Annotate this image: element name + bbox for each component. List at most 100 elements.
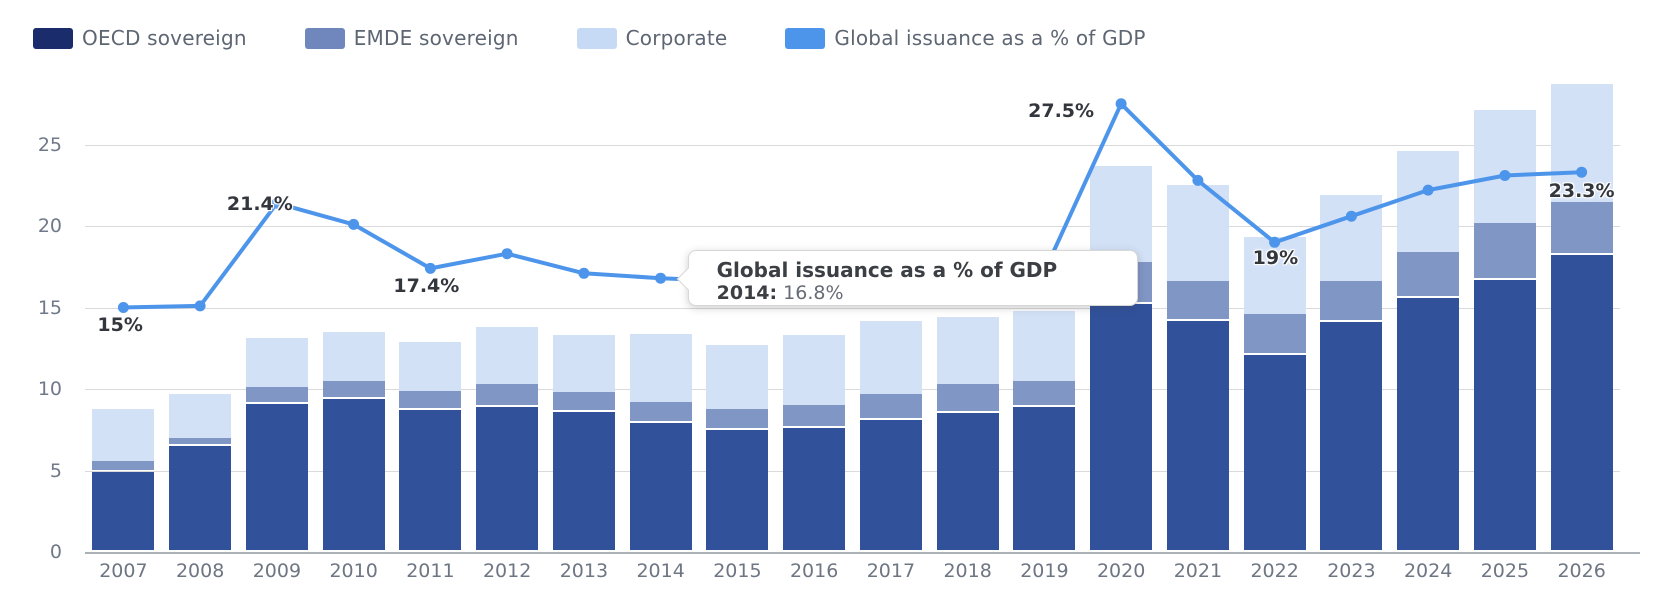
bar-2009-corporate[interactable] xyxy=(245,338,308,388)
gridline-y-15 xyxy=(85,307,1620,309)
bar-2017-oecd-sovereign[interactable] xyxy=(859,419,922,550)
line-point-2020[interactable] xyxy=(1115,98,1127,110)
x-axis-tick-2007: 2007 xyxy=(99,560,148,582)
bar-2026-oecd-sovereign[interactable] xyxy=(1550,255,1613,550)
legend-item-global-issuance-line[interactable]: Global issuance as a % of GDP xyxy=(785,26,1145,50)
legend-item-emde-sovereign[interactable]: EMDE sovereign xyxy=(304,26,519,50)
y-axis-tick-15: 15 xyxy=(37,296,62,319)
x-axis-tick-2017: 2017 xyxy=(866,560,916,582)
bar-2017-corporate[interactable] xyxy=(859,320,922,394)
bar-2007-corporate[interactable] xyxy=(92,408,155,461)
bar-2016-oecd-sovereign[interactable] xyxy=(783,428,846,550)
bar-2021-oecd-sovereign[interactable] xyxy=(1166,320,1229,550)
bar-2019-emde-sovereign[interactable] xyxy=(1013,380,1076,405)
bar-2014-oecd-sovereign[interactable] xyxy=(629,423,692,550)
legend-item-oecd-sovereign[interactable]: OECD sovereign xyxy=(33,26,247,50)
bar-2008-corporate[interactable] xyxy=(169,393,232,438)
bar-2015-oecd-sovereign[interactable] xyxy=(706,429,769,550)
bar-2022-corporate[interactable] xyxy=(1243,237,1306,315)
bar-2011-oecd-sovereign[interactable] xyxy=(399,410,462,550)
point-label-2022: 19% xyxy=(1252,247,1299,270)
bar-2020-corporate[interactable] xyxy=(1090,165,1153,262)
point-label-2007: 15% xyxy=(97,313,143,336)
bar-2007-emde-sovereign[interactable] xyxy=(92,460,155,471)
bar-2026-corporate[interactable] xyxy=(1550,84,1613,202)
bar-2009-oecd-sovereign[interactable] xyxy=(245,403,308,550)
gridline-y-25 xyxy=(85,144,1620,146)
bar-2012-corporate[interactable] xyxy=(476,327,539,385)
x-axis-tick-2025: 2025 xyxy=(1480,560,1530,582)
y-axis-tick-5: 5 xyxy=(49,459,62,482)
bar-2007-oecd-sovereign[interactable] xyxy=(92,472,155,550)
line-point-2023[interactable] xyxy=(1345,210,1357,222)
bar-2024-emde-sovereign[interactable] xyxy=(1397,252,1460,296)
bar-2021-corporate[interactable] xyxy=(1166,185,1229,282)
legend: OECD sovereign EMDE sovereign Corporate … xyxy=(33,26,1146,50)
bar-2018-corporate[interactable] xyxy=(936,317,999,385)
line-point-2022[interactable] xyxy=(1269,236,1281,248)
bar-2013-oecd-sovereign[interactable] xyxy=(552,411,615,550)
bar-2018-emde-sovereign[interactable] xyxy=(936,384,999,412)
line-point-2008[interactable] xyxy=(194,300,206,312)
bar-2019-oecd-sovereign[interactable] xyxy=(1013,406,1076,550)
bar-2024-oecd-sovereign[interactable] xyxy=(1397,297,1460,550)
line-point-2014[interactable] xyxy=(655,272,667,284)
bar-2016-emde-sovereign[interactable] xyxy=(783,405,846,427)
line-point-2021[interactable] xyxy=(1192,174,1204,186)
bar-2025-emde-sovereign[interactable] xyxy=(1473,222,1536,278)
line-point-2026[interactable] xyxy=(1576,166,1588,178)
line-point-2012[interactable] xyxy=(501,248,513,260)
bar-2022-emde-sovereign[interactable] xyxy=(1243,314,1306,353)
bar-2021-emde-sovereign[interactable] xyxy=(1166,281,1229,319)
bar-2013-emde-sovereign[interactable] xyxy=(552,392,615,410)
point-label-2020: 27.5% xyxy=(1028,99,1095,122)
bar-2010-oecd-sovereign[interactable] xyxy=(322,398,385,550)
bar-2008-oecd-sovereign[interactable] xyxy=(169,446,232,550)
bar-2012-oecd-sovereign[interactable] xyxy=(476,406,539,550)
line-point-2024[interactable] xyxy=(1422,184,1434,196)
line-point-2010[interactable] xyxy=(348,218,360,230)
legend-item-corporate[interactable]: Corporate xyxy=(576,26,728,50)
y-axis-tick-10: 10 xyxy=(37,378,62,400)
bar-2020-oecd-sovereign[interactable] xyxy=(1090,304,1153,550)
line-point-2013[interactable] xyxy=(578,267,590,279)
bar-2009-emde-sovereign[interactable] xyxy=(245,387,308,402)
bar-2008-emde-sovereign[interactable] xyxy=(169,437,232,445)
bar-2017-emde-sovereign[interactable] xyxy=(859,393,922,418)
bar-2016-corporate[interactable] xyxy=(783,335,846,406)
line-point-2011[interactable] xyxy=(424,262,436,274)
bar-2022-oecd-sovereign[interactable] xyxy=(1243,354,1306,550)
bar-2024-corporate[interactable] xyxy=(1397,151,1460,253)
bar-2010-corporate[interactable] xyxy=(322,331,385,381)
bar-2019-corporate[interactable] xyxy=(1013,310,1076,381)
bar-2025-corporate[interactable] xyxy=(1473,110,1536,223)
bar-2015-emde-sovereign[interactable] xyxy=(706,408,769,428)
bar-2023-oecd-sovereign[interactable] xyxy=(1320,322,1383,550)
x-axis-tick-2015: 2015 xyxy=(713,560,762,582)
bar-2018-oecd-sovereign[interactable] xyxy=(936,413,999,550)
line-point-2007[interactable] xyxy=(117,302,129,313)
point-label-2011: 17.4% xyxy=(393,275,460,298)
bar-2011-corporate[interactable] xyxy=(399,341,462,391)
bar-2010-emde-sovereign[interactable] xyxy=(322,380,385,397)
y-axis-tick-25: 25 xyxy=(37,133,62,156)
line-point-2009[interactable] xyxy=(271,197,283,209)
bar-2023-emde-sovereign[interactable] xyxy=(1320,281,1383,321)
bar-2014-emde-sovereign[interactable] xyxy=(629,402,692,422)
x-axis-tick-2018: 2018 xyxy=(943,560,992,582)
x-axis-tick-2009: 2009 xyxy=(252,560,302,582)
y-axis-tick-20: 20 xyxy=(37,215,62,237)
bar-2011-emde-sovereign[interactable] xyxy=(399,390,462,409)
bar-2014-corporate[interactable] xyxy=(629,333,692,403)
bar-2013-corporate[interactable] xyxy=(552,335,615,393)
bar-2026-emde-sovereign[interactable] xyxy=(1550,201,1613,254)
x-axis-tick-2023: 2023 xyxy=(1327,560,1376,582)
legend-label: Corporate xyxy=(625,26,728,50)
bar-2012-emde-sovereign[interactable] xyxy=(476,384,539,405)
emde-sovereign-swatch-icon xyxy=(304,27,345,49)
x-axis-tick-2010: 2010 xyxy=(329,560,378,582)
line-point-2025[interactable] xyxy=(1499,170,1511,181)
bar-2015-corporate[interactable] xyxy=(706,344,769,409)
bar-2025-oecd-sovereign[interactable] xyxy=(1473,279,1536,550)
y-axis-tick-0: 0 xyxy=(49,541,62,563)
